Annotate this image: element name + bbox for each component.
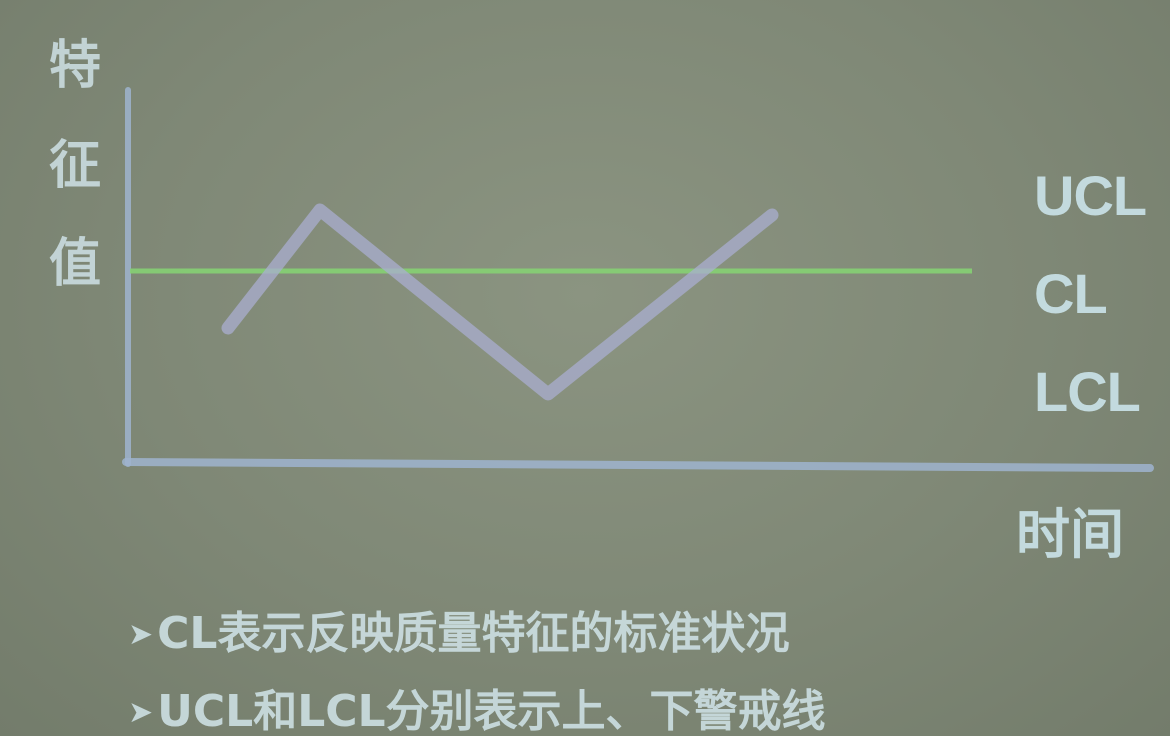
bullet-arrow-icon: ➤ xyxy=(128,695,154,730)
note-text-1: CL表示反映质量特征的标准状况 xyxy=(157,608,790,659)
y-axis-label-char-2: 征 xyxy=(48,136,101,196)
x-axis-label: 时间 xyxy=(1016,503,1124,566)
x-axis-line xyxy=(122,458,1154,472)
process-trace-line xyxy=(221,203,779,401)
note-line-2: ➤UCL和LCL分别表示上、下警戒线 xyxy=(128,690,826,734)
ucl-label: UCL xyxy=(1034,164,1147,227)
y-axis-label-char-1: 特 xyxy=(48,36,101,96)
cl-label: CL xyxy=(1034,262,1108,325)
lcl-label: LCL xyxy=(1034,360,1141,423)
note-line-1: ➤CL表示反映质量特征的标准状况 xyxy=(128,612,789,656)
y-axis-label-char-3: 值 xyxy=(48,234,101,294)
bullet-arrow-icon: ➤ xyxy=(128,617,154,652)
note-text-2: UCL和LCL分别表示上、下警戒线 xyxy=(157,686,826,736)
